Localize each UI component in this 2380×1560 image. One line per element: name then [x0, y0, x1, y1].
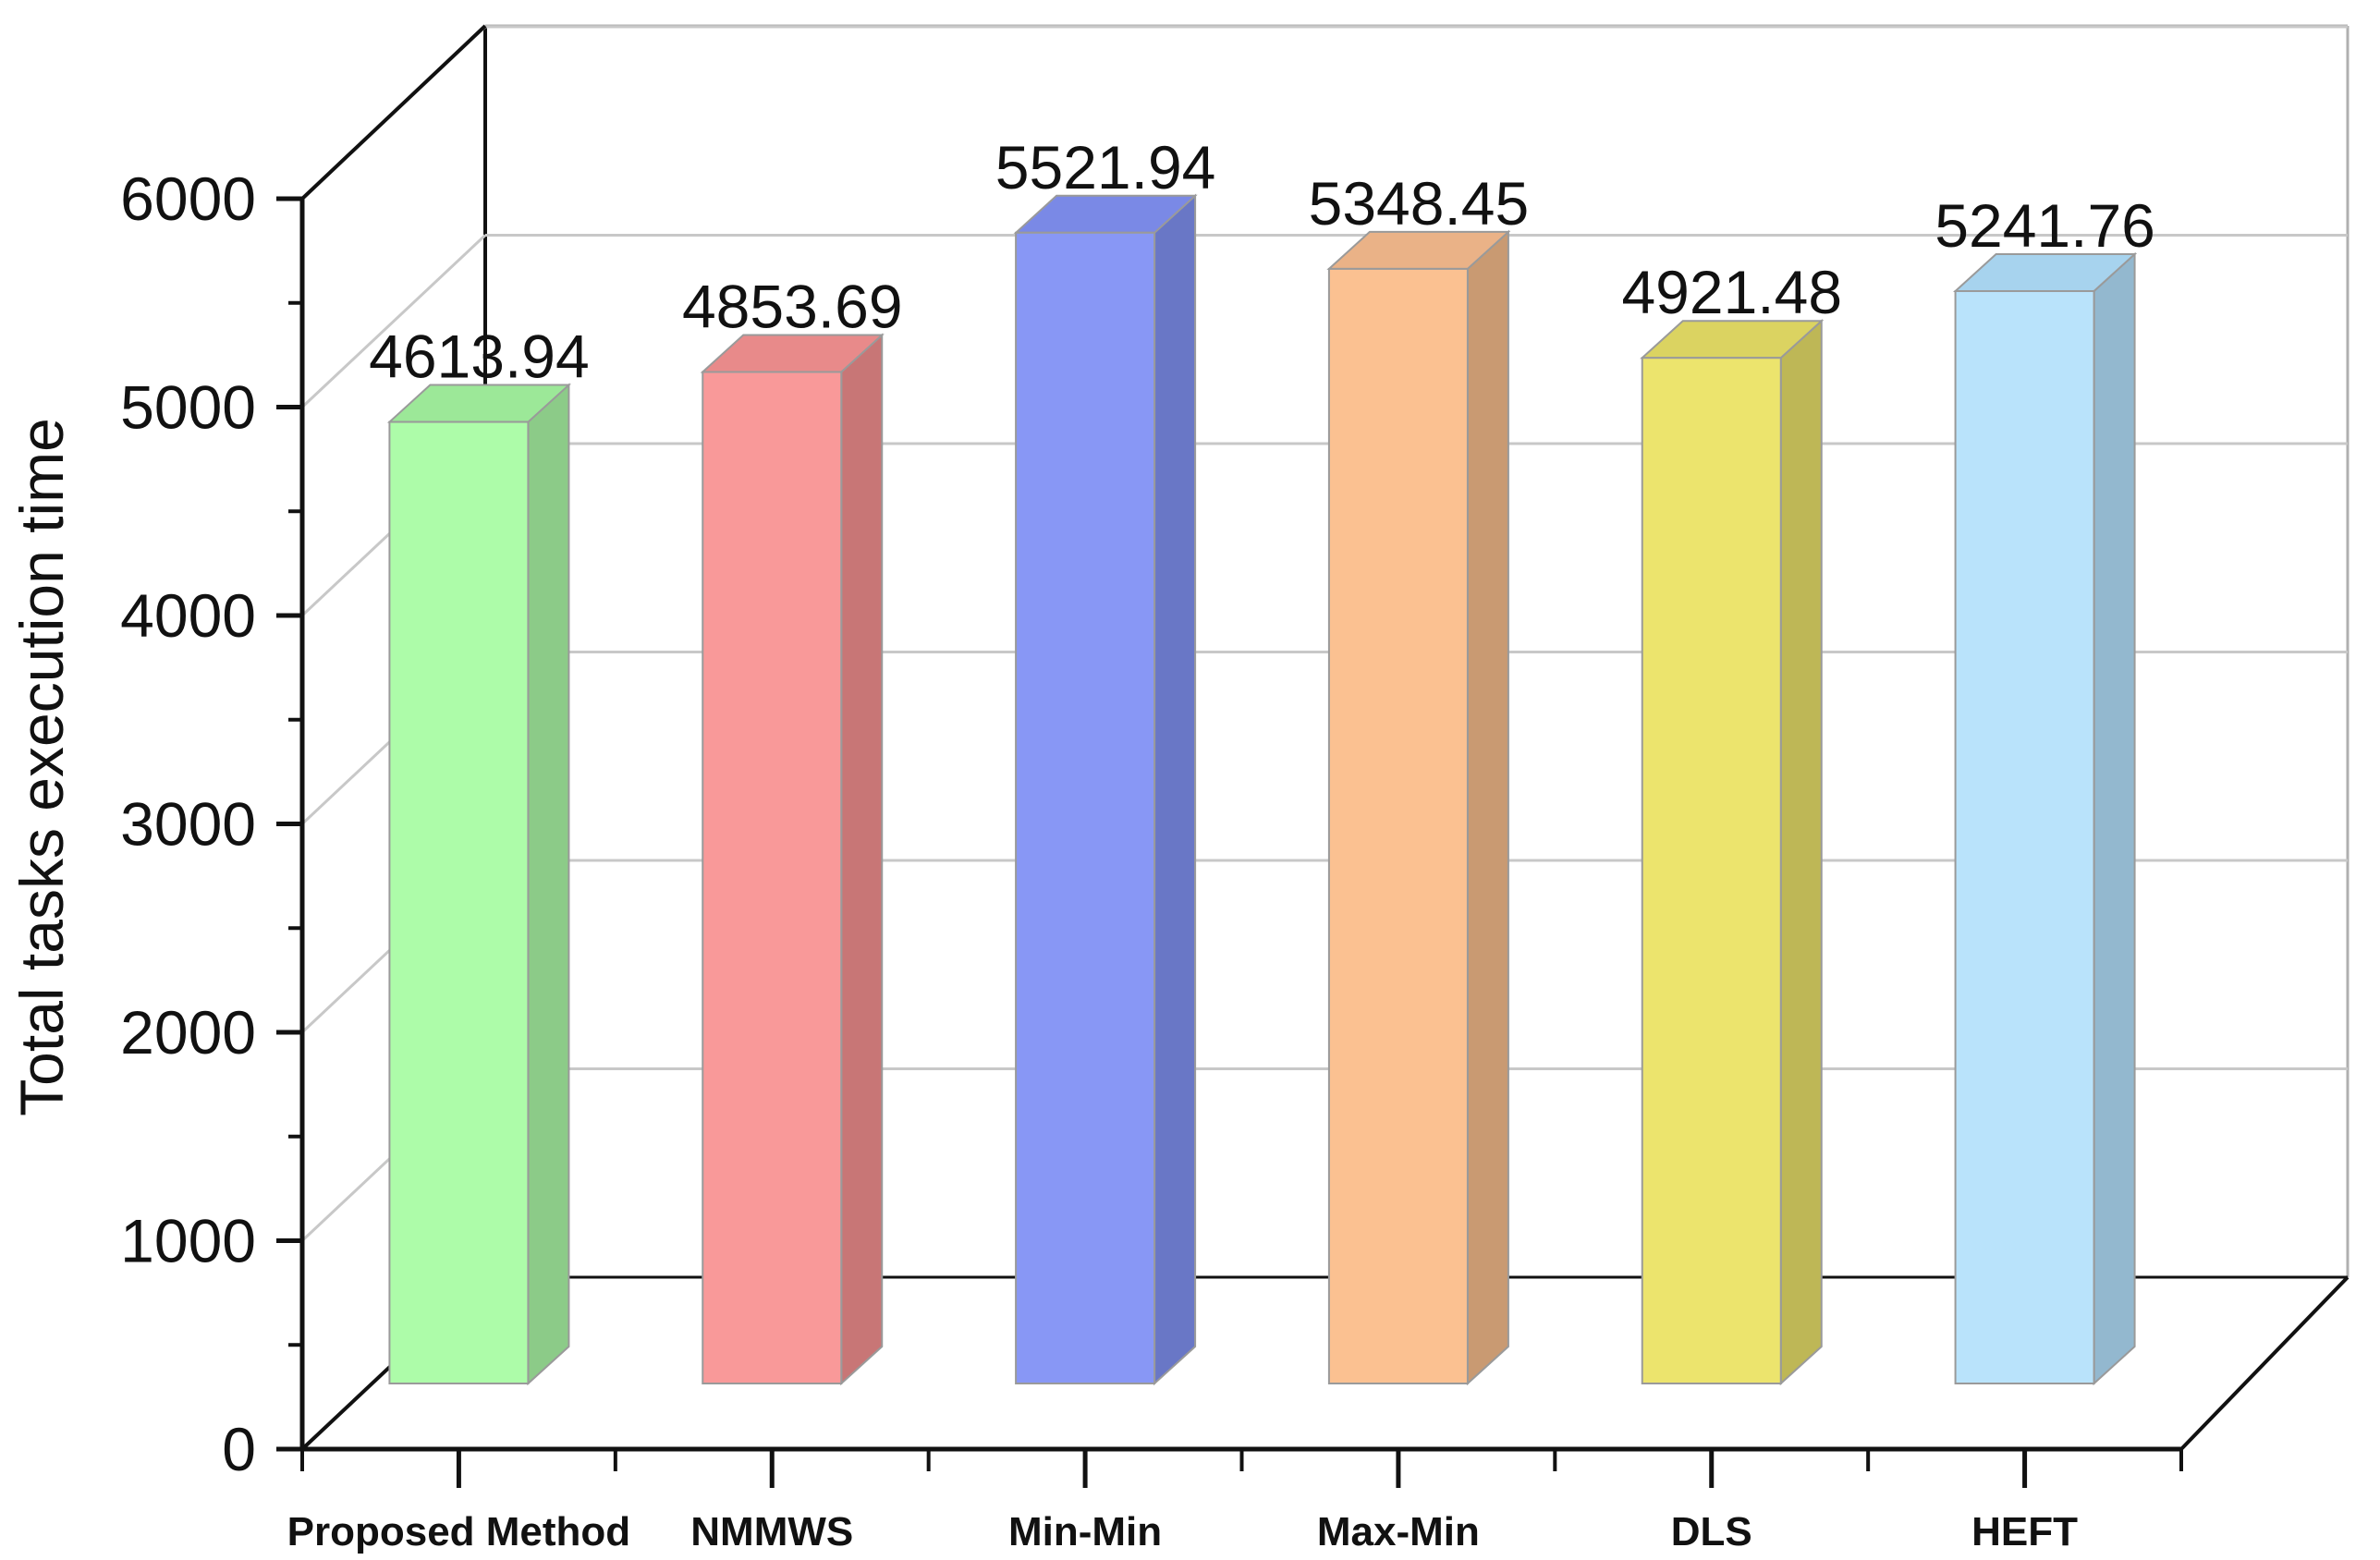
bar-side [2093, 251, 2136, 1386]
data-label: 5521.94 [995, 133, 1216, 201]
bar-heft: 5241.76 [1935, 191, 2155, 1386]
bars: 4613.94 4853.69 5521.94 5348.45 4921.48 5241.… [369, 133, 2155, 1386]
y-tick-label: 2000 [120, 998, 256, 1066]
bar-min-min: 5521.94 [995, 133, 1216, 1386]
x-axis-ticks: Proposed Method NMMWS Min-Min Max-Min DLS HEF… [287, 1449, 2183, 1554]
bar-front [1954, 289, 2095, 1384]
bar-front [702, 371, 843, 1384]
bar-side [1779, 318, 1823, 1386]
y-axis-title: Total tasks execution time [7, 418, 76, 1116]
floor-right-edge [2179, 1275, 2349, 1451]
x-tick-label: Max-Min [1317, 1509, 1480, 1554]
x-tick-label: Proposed Method [287, 1509, 631, 1554]
bar-nmmws: 4853.69 [682, 272, 903, 1386]
y-tick-label: 1000 [120, 1207, 256, 1275]
y-tick-label: 5000 [120, 373, 256, 442]
bar-dls: 4921.48 [1621, 258, 1842, 1386]
data-label: 4613.94 [369, 323, 590, 391]
bar-side [1153, 193, 1197, 1386]
side-wall-top-edge [300, 24, 487, 201]
bar-front [1327, 267, 1469, 1384]
gridline-side [300, 234, 487, 408]
bar-side [1466, 229, 1509, 1386]
y-axis-ticks: 0 1000 2000 3000 4000 5000 6000 [120, 165, 302, 1483]
y-tick-label: 3000 [120, 790, 256, 859]
bar-front [388, 420, 530, 1384]
bar-side [527, 383, 570, 1386]
bar-side [840, 333, 884, 1386]
bar-proposed-method: 4613.94 [369, 323, 590, 1386]
bar-front [1641, 357, 1782, 1384]
bar-max-min: 5348.45 [1309, 169, 1530, 1386]
y-tick-label: 6000 [120, 165, 256, 233]
bar-front [1015, 231, 1156, 1385]
data-label: 4853.69 [682, 272, 903, 340]
x-tick-label: HEFT [1971, 1509, 2078, 1554]
x-tick-label: NMMWS [690, 1509, 853, 1554]
x-tick-label: Min-Min [1008, 1509, 1162, 1554]
data-label: 5241.76 [1935, 191, 2155, 260]
axes [299, 24, 2181, 1452]
x-tick-label: DLS [1671, 1509, 1752, 1554]
y-tick-label: 4000 [120, 581, 256, 650]
y-tick-label: 0 [222, 1415, 256, 1483]
data-label: 4921.48 [1621, 258, 1842, 326]
data-label: 5348.45 [1309, 169, 1530, 238]
